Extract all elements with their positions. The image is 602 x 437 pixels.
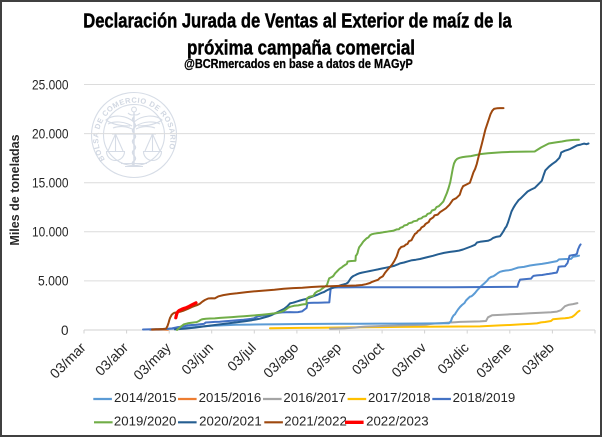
svg-text:@BCRmercados en base a datos d: @BCRmercados en base a datos de MAGyP bbox=[184, 57, 413, 71]
svg-text:Miles de toneladas: Miles de toneladas bbox=[8, 134, 22, 245]
svg-text:2014/2015: 2014/2015 bbox=[114, 391, 177, 405]
svg-text:2016/2017: 2016/2017 bbox=[283, 391, 346, 405]
svg-text:2019/2020: 2019/2020 bbox=[114, 414, 177, 428]
svg-text:2017/2018: 2017/2018 bbox=[368, 391, 431, 405]
svg-text:10.000: 10.000 bbox=[32, 225, 69, 240]
svg-text:2015/2016: 2015/2016 bbox=[199, 391, 262, 405]
svg-text:0: 0 bbox=[61, 323, 69, 338]
svg-text:próxima campaña comercial: próxima campaña comercial bbox=[187, 36, 415, 59]
svg-text:15.000: 15.000 bbox=[32, 176, 69, 191]
svg-text:2022/2023: 2022/2023 bbox=[366, 414, 429, 428]
svg-text:2020/2021: 2020/2021 bbox=[199, 414, 262, 428]
svg-text:20.000: 20.000 bbox=[32, 126, 69, 141]
svg-text:2021/2022: 2021/2022 bbox=[284, 414, 347, 428]
svg-text:5.000: 5.000 bbox=[38, 274, 69, 289]
svg-text:Declaración Jurada de Ventas a: Declaración Jurada de Ventas al Exterior… bbox=[83, 9, 512, 32]
svg-text:2018/2019: 2018/2019 bbox=[453, 391, 516, 405]
svg-text:25.000: 25.000 bbox=[32, 77, 69, 92]
